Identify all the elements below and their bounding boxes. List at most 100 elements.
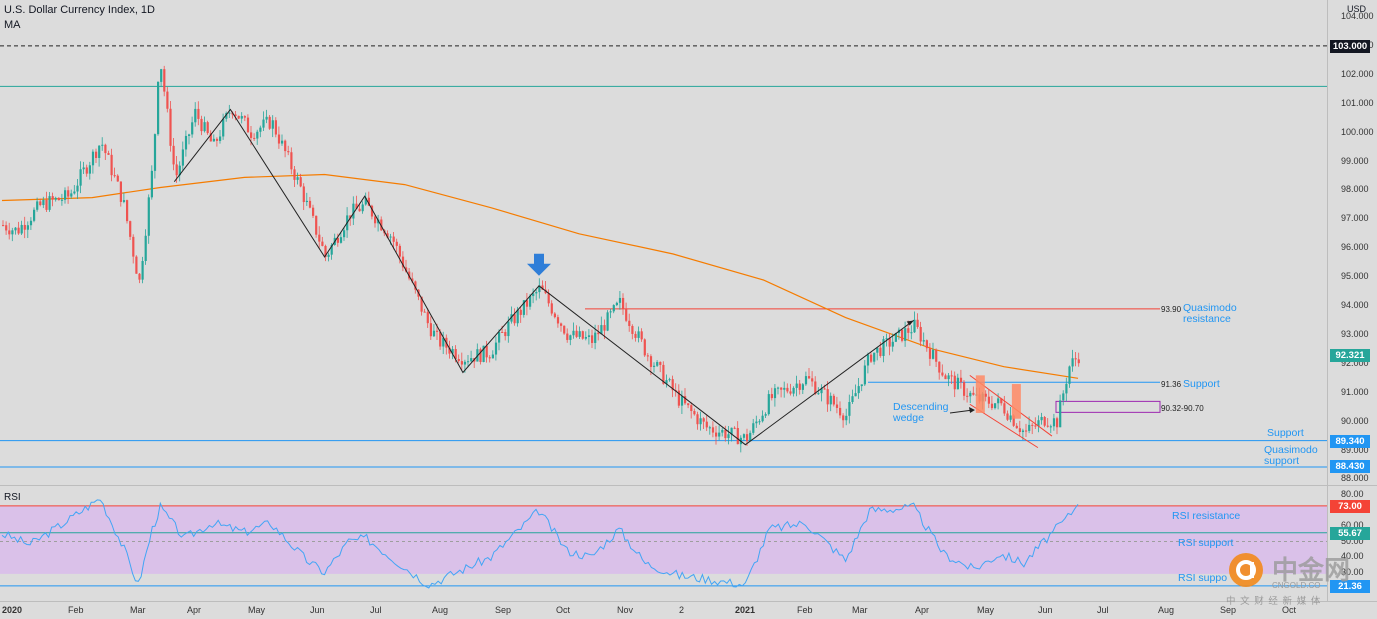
candle-body [336, 237, 339, 243]
candle-body [178, 165, 181, 176]
candle-body [522, 300, 525, 315]
price-pane [0, 0, 1327, 485]
candle-body [206, 122, 209, 134]
time-tick-label: Jul [1097, 605, 1109, 615]
ma-indicator-label[interactable]: MA [4, 19, 21, 31]
candle-body [671, 379, 674, 391]
candle-body [386, 233, 389, 238]
candle-body [181, 149, 184, 166]
candle-body [436, 330, 439, 332]
candle-body [742, 434, 746, 438]
time-tick-label: Mar [130, 605, 146, 615]
candle-body [618, 297, 622, 303]
candle-body [687, 403, 690, 406]
candle-body [479, 349, 482, 363]
candle-body [516, 309, 519, 324]
candle-body [919, 326, 922, 342]
candle-body [857, 386, 860, 394]
candle-body [507, 321, 510, 337]
price-tick-label: 98.000 [1341, 184, 1369, 195]
candle-body [265, 116, 268, 120]
price-tick-label: 91.000 [1341, 386, 1369, 397]
rsi-tick-label: 50.00 [1341, 535, 1364, 546]
candle-body [153, 134, 157, 171]
candle-body [860, 384, 863, 387]
qm-resistance-label: Quasimodo resistance [1183, 302, 1237, 325]
candle-body [169, 108, 172, 146]
candle-body [659, 362, 662, 365]
rsi-tick-label: 30.00 [1341, 566, 1364, 577]
candle-body [839, 407, 842, 416]
candle-body [761, 415, 764, 422]
candle-body [832, 395, 835, 405]
time-tick-label: May [977, 605, 995, 615]
candle-body [863, 365, 866, 385]
candle-body [29, 220, 33, 226]
high-price-tag: 103.000 [1330, 40, 1370, 53]
candle-body [1006, 413, 1009, 420]
qm-support-label: Quasimodo support [1264, 444, 1318, 467]
candle-body [2, 225, 5, 227]
candle-body [668, 379, 671, 381]
candle-body [569, 335, 572, 340]
candle-body [129, 221, 132, 237]
time-tick-label: Oct [1282, 605, 1297, 615]
candle-body [234, 114, 237, 116]
candle-body [665, 380, 668, 384]
price-tick-label: 104.000 [1341, 11, 1374, 21]
candle-body [901, 329, 904, 341]
candle-body [653, 365, 656, 367]
candle-body [243, 116, 246, 118]
rsi-indicator-label[interactable]: RSI [4, 492, 21, 503]
candle-body [1000, 398, 1003, 404]
symbol-title[interactable]: U.S. Dollar Currency Index, 1D [4, 4, 155, 16]
candle-body [566, 333, 569, 340]
candle-body [829, 395, 832, 405]
wedge-pointer-arrowhead [969, 407, 975, 413]
candle-body [482, 345, 485, 363]
candle-body [783, 387, 786, 390]
candle-body [1034, 425, 1037, 427]
candle-body [70, 193, 73, 197]
candle-body [845, 415, 848, 421]
candle-body [724, 430, 727, 439]
candle-body [228, 112, 231, 114]
price-tick-label: 100.000 [1341, 126, 1374, 137]
candle-body [612, 305, 615, 312]
price-tick-label: 95.000 [1341, 271, 1369, 282]
candle-body [73, 191, 76, 194]
candle-body [994, 403, 997, 409]
candle-body [835, 404, 839, 408]
candle-body [711, 427, 715, 433]
candle-body [606, 312, 609, 331]
candle-body [888, 338, 891, 347]
candle-body [1065, 383, 1068, 394]
candle-body [14, 227, 17, 231]
price-tick-label: 99.000 [1341, 155, 1369, 166]
candle-body [1062, 393, 1065, 401]
candle-body [389, 236, 392, 238]
candle-body [498, 331, 501, 343]
candle-body [240, 116, 243, 119]
candle-body [188, 134, 191, 136]
time-tick-label: 2020 [2, 605, 23, 615]
candle-body [85, 167, 88, 174]
candle-body [5, 225, 8, 231]
candle-body [891, 341, 894, 347]
candle-body [1028, 424, 1031, 431]
candle-body [135, 256, 138, 274]
candle-body [693, 411, 696, 415]
candle-body [110, 154, 113, 176]
candle-body [104, 144, 107, 154]
candle-body [1012, 415, 1015, 426]
candle-body [138, 273, 141, 280]
time-tick-label: Sep [1220, 605, 1237, 615]
candle-body [132, 236, 135, 257]
candle-body [640, 331, 643, 340]
candle-body [814, 381, 817, 394]
candle-body [916, 319, 919, 327]
candle-body [225, 113, 228, 119]
candle-body [938, 361, 941, 373]
time-tick-label: May [248, 605, 266, 615]
